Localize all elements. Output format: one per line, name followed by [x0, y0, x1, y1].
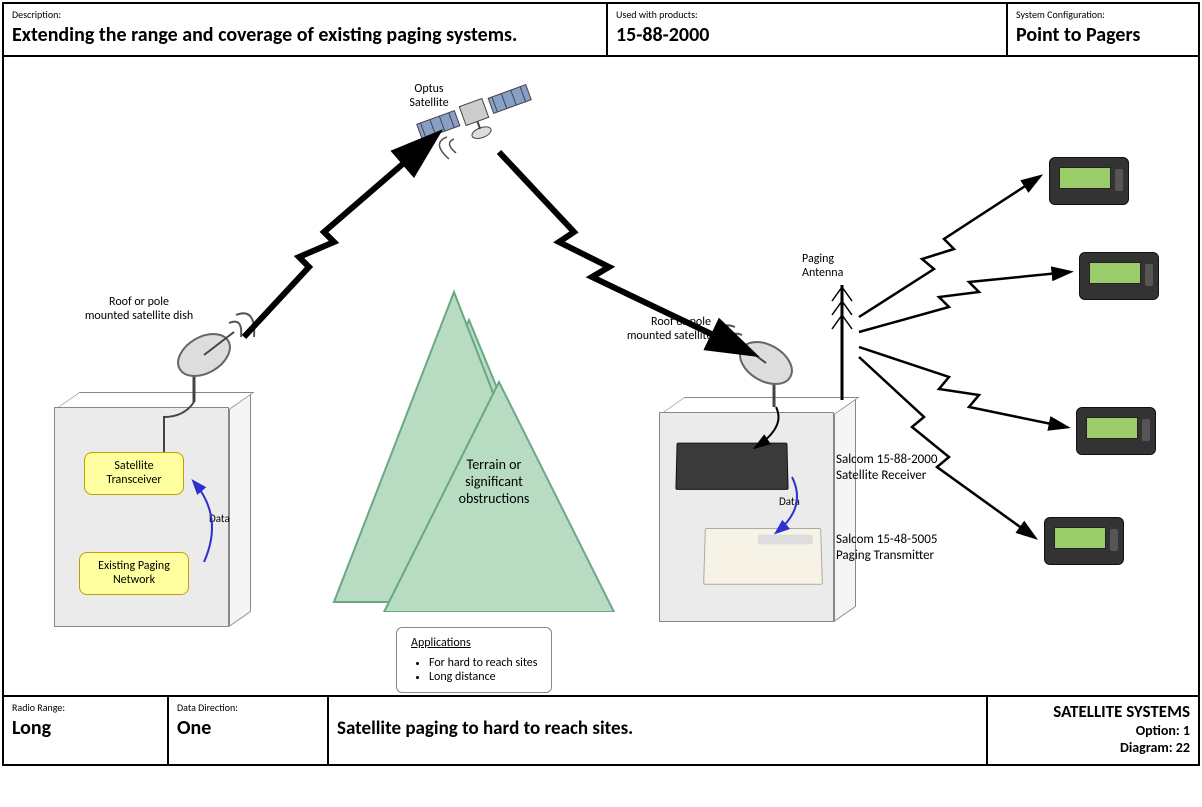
- terrain-icon: [324, 252, 624, 612]
- satellite-receiver-icon: [675, 443, 788, 490]
- app-item-2: Long distance: [429, 670, 537, 684]
- option-text: Option: 1: [996, 722, 1190, 739]
- data-label-left: Data: [209, 512, 230, 525]
- page-frame: Description: Extending the range and cov…: [2, 2, 1200, 766]
- meta-cell: SATELLITE SYSTEMS Option: 1 Diagram: 22: [988, 697, 1198, 764]
- diagram-text: Diagram: 22: [996, 739, 1190, 756]
- pager-icon: [1076, 407, 1156, 455]
- pager-icon: [1044, 517, 1124, 565]
- paging-network-box: Existing Paging Network: [79, 552, 189, 595]
- products-label: Used with products:: [616, 8, 998, 21]
- applications-title: Applications: [411, 636, 471, 650]
- dir-value: One: [177, 716, 211, 740]
- dish-label-right: Roof or pole mounted satellite dish: [616, 315, 746, 344]
- header-row: Description: Extending the range and cov…: [4, 4, 1198, 57]
- range-cell: Radio Range: Long: [4, 697, 169, 764]
- caption-text: Satellite paging to hard to reach sites.: [337, 717, 633, 740]
- antenna-label: Paging Antenna: [802, 252, 872, 281]
- dish-label-left: Roof or pole mounted satellite dish: [59, 295, 219, 324]
- left-box-side: [229, 394, 251, 627]
- pager-icon: [1049, 157, 1129, 205]
- satellite-transceiver-box: Satellite Transceiver: [84, 452, 184, 495]
- products-value: 15-88-2000: [616, 23, 709, 47]
- satellite-label: Optus Satellite: [394, 82, 464, 111]
- range-value: Long: [12, 716, 51, 740]
- receiver-label: Salcom 15-88-2000 Satellite Receiver: [836, 452, 937, 483]
- config-value: Point to Pagers: [1016, 23, 1140, 47]
- terrain-label: Terrain or significant obstructions: [434, 457, 554, 507]
- caption-cell: Satellite paging to hard to reach sites.: [329, 697, 988, 764]
- app-item-1: For hard to reach sites: [429, 656, 537, 670]
- config-label: System Configuration:: [1016, 8, 1190, 21]
- desc-label: Description:: [12, 8, 598, 21]
- footer-row: Radio Range: Long Data Direction: One Sa…: [4, 697, 1198, 764]
- satellite-transceiver-text: Satellite Transceiver: [106, 459, 161, 487]
- dir-cell: Data Direction: One: [169, 697, 329, 764]
- desc-value: Extending the range and coverage of exis…: [12, 23, 517, 47]
- applications-box: Applications For hard to reach sites Lon…: [396, 627, 552, 693]
- transmitter-label: Salcom 15-48-5005 Paging Transmitter: [836, 532, 937, 563]
- desc-cell: Description: Extending the range and cov…: [4, 4, 608, 55]
- system-title: SATELLITE SYSTEMS: [996, 701, 1190, 722]
- paging-network-text: Existing Paging Network: [98, 559, 170, 587]
- config-cell: System Configuration: Point to Pagers: [1008, 4, 1198, 55]
- dir-label: Data Direction:: [177, 701, 319, 714]
- data-label-right: Data: [779, 495, 800, 508]
- right-box-side: [834, 399, 856, 622]
- diagram-area: Satellite Transceiver Existing Paging Ne…: [4, 57, 1198, 697]
- range-label: Radio Range:: [12, 701, 159, 714]
- pager-icon: [1079, 252, 1159, 300]
- products-cell: Used with products: 15-88-2000: [608, 4, 1008, 55]
- paging-transmitter-icon: [703, 528, 823, 585]
